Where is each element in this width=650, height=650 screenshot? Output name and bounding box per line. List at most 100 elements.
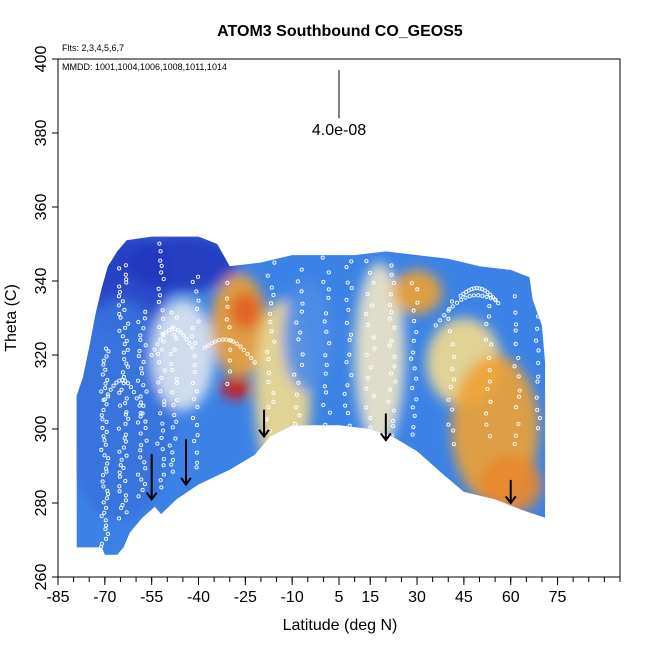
sample-point: [393, 379, 398, 384]
sample-point: [196, 298, 201, 303]
x-tick-label: -70: [93, 589, 116, 606]
sample-point: [327, 341, 332, 346]
sample-point: [450, 407, 455, 412]
sample-point: [192, 353, 197, 358]
sample-point: [123, 401, 128, 406]
sample-point: [121, 466, 126, 471]
sample-point: [245, 351, 250, 356]
sample-point: [124, 510, 129, 515]
sample-point: [195, 433, 200, 438]
x-tick-label: 5: [335, 589, 344, 606]
sample-point: [120, 370, 125, 375]
sample-point: [516, 374, 521, 379]
x-tick-label: 45: [455, 589, 473, 606]
y-tick-label: 380: [33, 120, 50, 147]
sample-point: [483, 337, 488, 342]
sample-point: [123, 263, 128, 268]
descent-arrow-head: [505, 496, 517, 505]
sample-point: [414, 376, 419, 381]
sample-point: [292, 372, 297, 377]
sample-point: [122, 307, 127, 313]
sample-point: [100, 372, 105, 377]
sample-point: [124, 361, 129, 366]
sample-point: [364, 405, 369, 410]
sample-point: [269, 329, 274, 334]
sample-point: [138, 448, 143, 453]
sample-point: [493, 298, 498, 303]
sample-point: [137, 349, 142, 354]
sample-point: [169, 462, 174, 467]
descent-arrow-head: [180, 477, 192, 487]
sample-point: [266, 357, 271, 362]
sample-point: [104, 429, 109, 435]
sample-point: [484, 411, 489, 416]
sample-point: [158, 249, 163, 254]
sample-point: [446, 308, 451, 313]
sample-point: [474, 286, 479, 291]
sample-point: [411, 350, 416, 355]
sample-point: [181, 333, 186, 338]
x-tick-label: 15: [361, 589, 379, 606]
sample-point: [101, 434, 106, 439]
sample-point: [187, 341, 192, 346]
sample-point: [159, 263, 164, 268]
sample-point: [126, 321, 131, 326]
sample-point: [225, 381, 230, 387]
sample-point: [410, 432, 415, 437]
sample-points: [99, 241, 543, 550]
sample-point: [143, 343, 148, 348]
x-tick-label: -25: [234, 589, 257, 606]
sample-point: [496, 301, 501, 306]
sample-point: [458, 293, 463, 298]
x-tick-label: 60: [502, 589, 520, 606]
sample-point: [323, 353, 328, 358]
sample-point: [476, 293, 481, 298]
sample-point: [99, 413, 104, 418]
sample-point: [101, 500, 106, 505]
field-anomaly: [282, 281, 333, 392]
sample-point: [272, 339, 277, 344]
sample-point: [489, 342, 494, 347]
sample-point: [371, 393, 376, 398]
sample-point: [231, 339, 236, 344]
sample-point: [209, 341, 214, 346]
sample-point: [347, 337, 352, 342]
sample-point: [158, 411, 163, 416]
sample-point: [190, 345, 195, 350]
field-anomaly: [354, 262, 405, 448]
sample-point: [536, 348, 541, 353]
sample-point: [141, 383, 146, 388]
sample-point: [159, 435, 164, 440]
sample-point: [122, 436, 127, 441]
sample-point: [368, 365, 373, 370]
y-tick-label: 300: [33, 416, 50, 443]
sample-point: [344, 360, 349, 365]
sample-point: [190, 279, 195, 285]
sample-point: [364, 352, 369, 357]
sample-point: [123, 478, 128, 484]
sample-point: [135, 420, 141, 425]
sample-point: [392, 354, 397, 359]
sample-point: [111, 383, 116, 388]
sample-point: [121, 350, 126, 355]
sample-point: [138, 431, 143, 436]
sample-point: [104, 354, 109, 359]
sample-point: [100, 479, 105, 484]
sample-point: [448, 384, 453, 390]
sample-point: [412, 413, 417, 418]
sample-point: [485, 290, 490, 295]
sample-point: [296, 337, 301, 342]
sample-point: [105, 377, 110, 383]
sample-point: [365, 291, 370, 297]
sample-point: [344, 320, 349, 326]
sample-point: [117, 516, 122, 521]
sample-point: [159, 347, 164, 352]
sample-point: [123, 421, 128, 426]
sample-point: [169, 310, 174, 315]
sample-point: [238, 344, 243, 349]
sample-point: [192, 369, 197, 374]
sample-point: [349, 285, 354, 291]
sample-point: [535, 326, 540, 331]
sample-point: [299, 362, 305, 368]
sample-point: [252, 360, 257, 365]
